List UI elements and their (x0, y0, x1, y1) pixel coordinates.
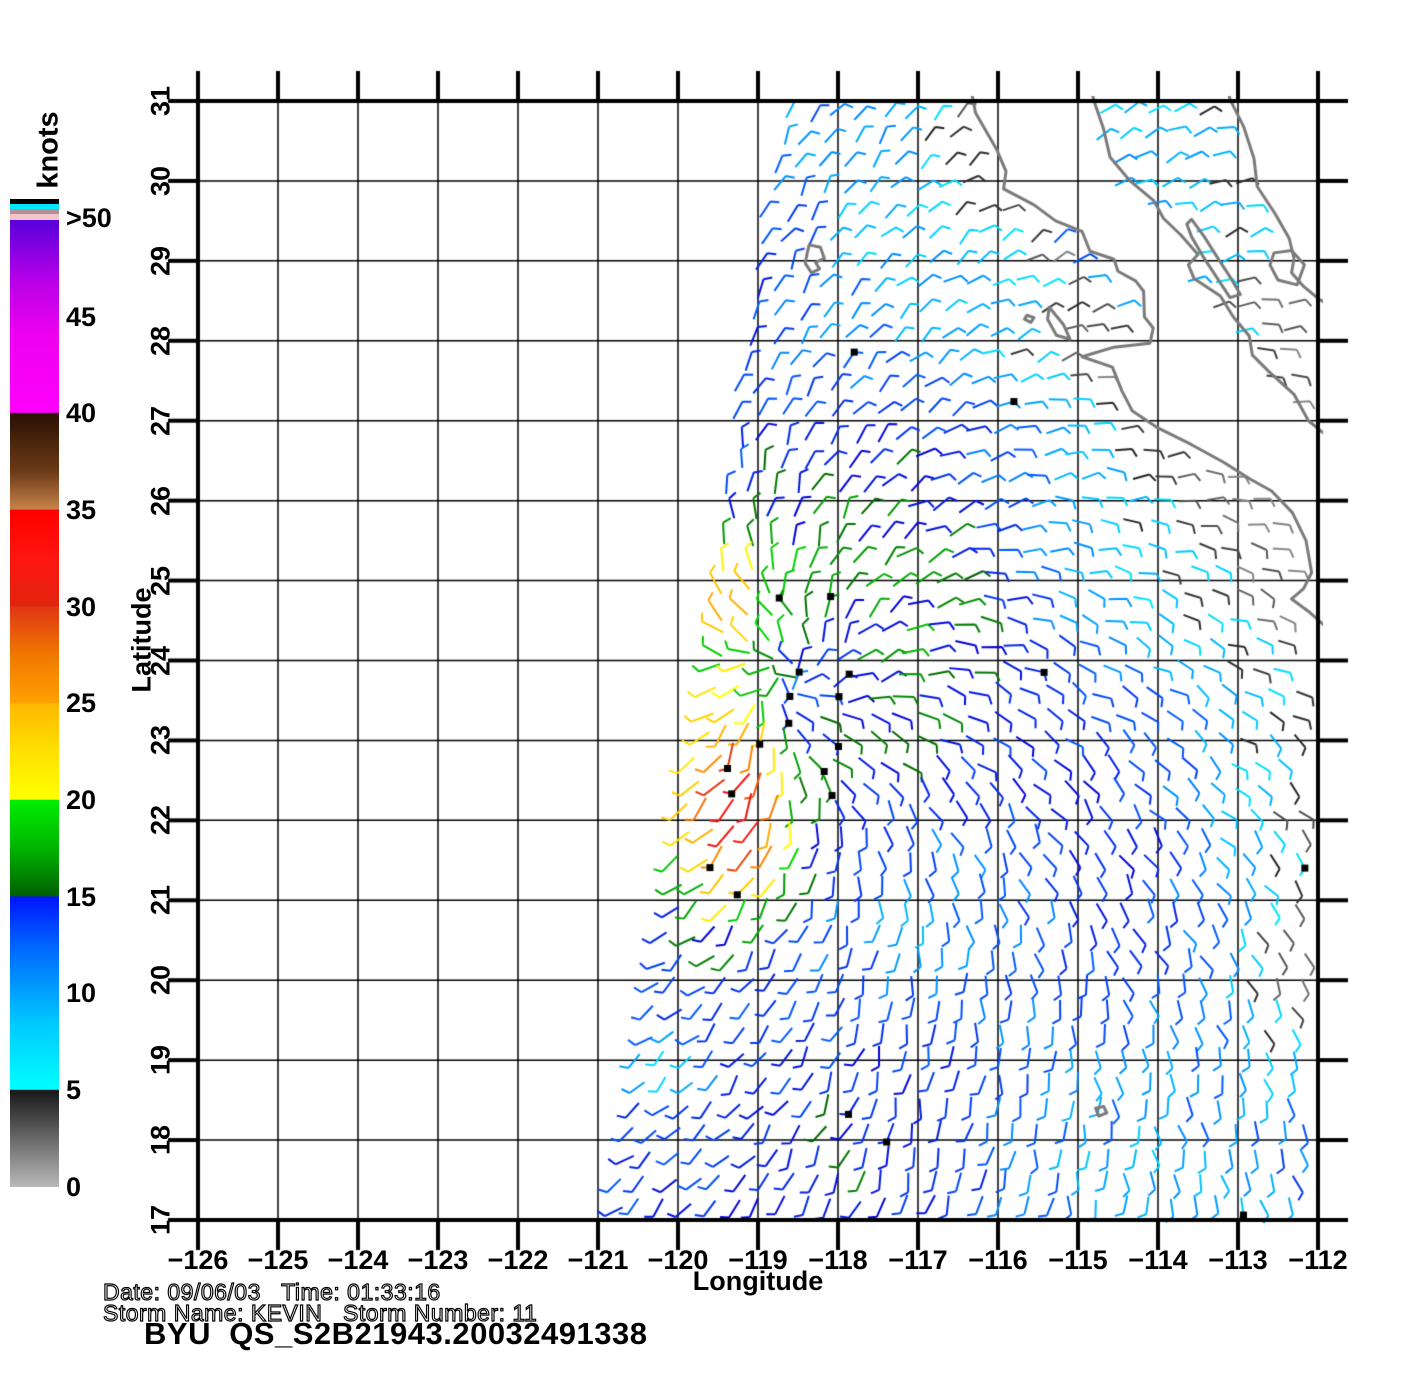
y-tick-label: 22 (145, 805, 176, 836)
y-tick-label: 28 (145, 325, 176, 356)
org-label: BYU (144, 1316, 211, 1351)
x-tick-label: −121 (567, 1245, 629, 1275)
x-tick-label: −124 (327, 1245, 389, 1275)
x-tick-label: −118 (808, 1245, 868, 1275)
y-tick-label: 23 (145, 725, 176, 756)
x-axis-title: Longitude (692, 1266, 824, 1296)
x-tick-label: −123 (407, 1245, 469, 1275)
colorbar-tick-label: 20 (66, 785, 97, 815)
colorbar-tick-label: 15 (66, 882, 97, 912)
colorbar-tick-label: 0 (66, 1172, 82, 1202)
y-tick-label: 30 (145, 165, 176, 196)
y-tick-label: 17 (145, 1204, 176, 1236)
colorbar-stripe (10, 199, 59, 204)
storm-info-line: Storm Name: KEVIN Storm Number: 11 (102, 1299, 538, 1326)
colorbar-stripe (10, 204, 59, 209)
y-tick-label: 26 (145, 485, 176, 516)
y-tick-label: 20 (145, 965, 176, 996)
x-tick-label: −126 (167, 1245, 229, 1275)
colorbar-tick-label: 40 (66, 398, 97, 428)
colorbar-tick-label: 30 (66, 592, 97, 622)
x-tick-label: −122 (487, 1245, 549, 1275)
colorbar-stripe (10, 214, 59, 220)
plot-title: BYU QS_S2B21943.20032491338 (144, 1316, 648, 1352)
colorbar-title: knots (32, 111, 65, 189)
file-id-label: QS_S2B21943.20032491338 (229, 1316, 648, 1351)
x-tick-label: −114 (1128, 1245, 1188, 1275)
y-tick-label: 29 (145, 245, 176, 276)
y-tick-label: 27 (145, 405, 176, 436)
x-tick-label: −117 (888, 1245, 948, 1275)
x-tick-label: −119 (728, 1245, 788, 1275)
y-tick-label: 19 (145, 1045, 176, 1076)
x-tick-label: −113 (1208, 1245, 1268, 1275)
colorbar-tick-label: >50 (66, 203, 112, 233)
title-gap (211, 1316, 229, 1351)
colorbar-tick-label: 10 (66, 978, 97, 1008)
x-tick-label: −112 (1288, 1245, 1348, 1275)
x-tick-label: −116 (968, 1245, 1028, 1275)
colorbar-tick-label: 5 (66, 1075, 82, 1105)
x-tick-label: −125 (247, 1245, 309, 1275)
colorbar-tick-label: 25 (66, 688, 97, 718)
y-tick-label: 18 (145, 1125, 176, 1156)
colorbar-tick-label: 45 (66, 302, 97, 332)
y-axis-title: Latitude (126, 587, 157, 693)
colorbar-stripe (10, 209, 59, 214)
colorbar-tick-label: 35 (66, 495, 97, 525)
x-tick-label: −115 (1048, 1245, 1108, 1275)
y-tick-label: 31 (145, 85, 176, 117)
colorbar-gradient (10, 220, 59, 1187)
y-tick-label: 21 (145, 885, 176, 916)
x-tick-label: −120 (647, 1245, 709, 1275)
date-time-line: Date: 09/06/03 Time: 01:33:16 (102, 1278, 441, 1305)
